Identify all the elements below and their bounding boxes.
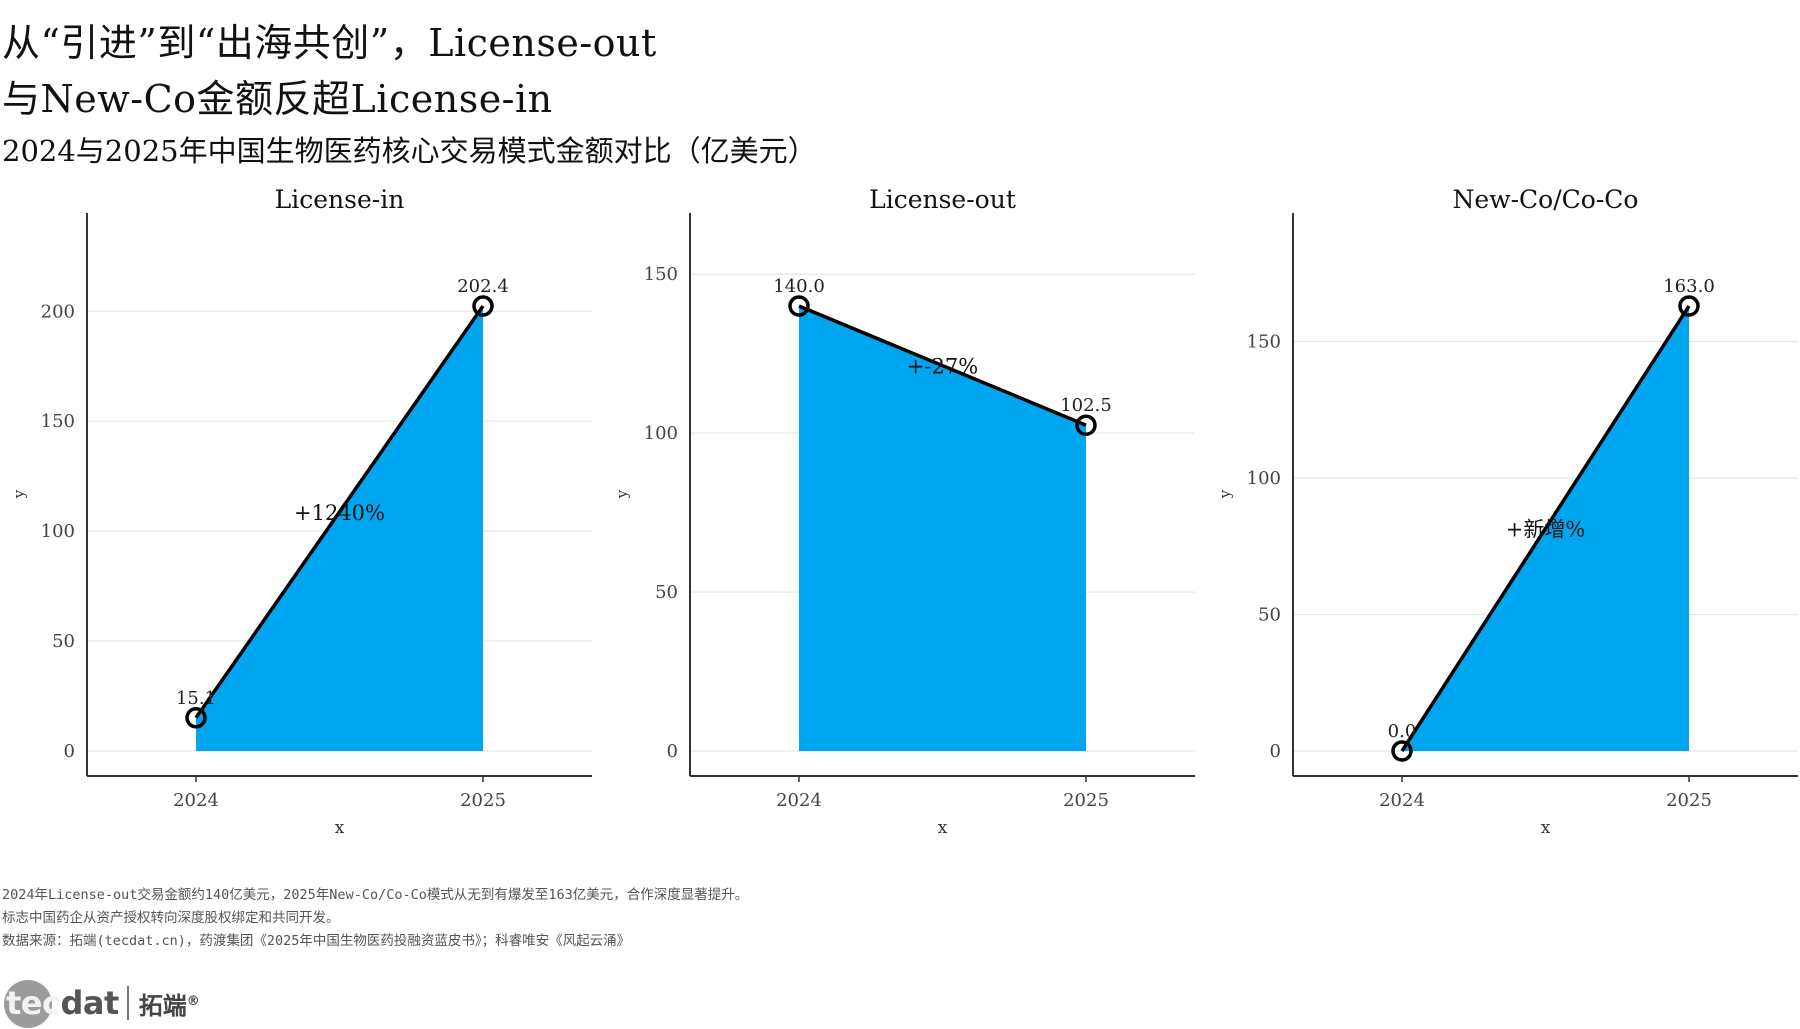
x-tick-label-2024: 2024	[1379, 790, 1425, 811]
logo-wordmark-dat: dat	[60, 984, 119, 1022]
data-point-2025	[1678, 295, 1700, 317]
x-axis-title-2: x	[938, 818, 948, 838]
y-tick-label-150: 150	[1247, 331, 1281, 352]
logo-chinese-text: 拓端	[138, 991, 187, 1020]
data-point-2024	[185, 707, 207, 729]
x-tick-label-2024: 2024	[776, 790, 822, 811]
footnote-summary: 2024年License-out交易金额约140亿美元，2025年New-Co/…	[2, 887, 749, 903]
data-label-2024: 140.0	[773, 276, 825, 297]
x-tick-label-2025: 2025	[460, 790, 506, 811]
y-axis-title-2: y	[613, 489, 631, 499]
area-fill-2	[799, 306, 1086, 751]
y-tick-label-150: 150	[41, 411, 75, 432]
x-tick-label-2025: 2025	[1063, 790, 1109, 811]
y-axis-title-3: y	[1216, 489, 1234, 499]
panel-title-3: New-Co/Co-Co	[1453, 185, 1639, 214]
logo-circle-icon	[4, 980, 52, 1028]
change-annotation-2: +-27%	[907, 355, 978, 379]
data-point-2024	[1391, 740, 1413, 762]
data-label-2025: 163.0	[1663, 276, 1715, 297]
charts-area: License-in 0 50 100 150 200 15.1 202.4 +1240% 202…	[10, 185, 1798, 838]
y-tick-label-100: 100	[41, 521, 75, 542]
x-axis-title-1: x	[335, 818, 345, 838]
data-point-2025	[1075, 414, 1097, 436]
y-tick-label-0: 0	[1270, 741, 1281, 762]
y-tick-label-200: 200	[41, 301, 75, 322]
page-title-line-2: 与New-Co金额反超License-in	[2, 77, 553, 121]
data-label-2024: 15.1	[176, 688, 216, 709]
y-tick-label-100: 100	[644, 423, 678, 444]
page-subtitle: 2024与2025年中国生物医药核心交易模式金额对比（亿美元）	[2, 134, 817, 168]
footnote-implication: 标志中国药企从资产授权转向深度股权绑定和共同开发。	[2, 910, 340, 926]
y-axis-title-1: y	[10, 489, 28, 499]
footnote-source: 数据来源：拓端(tecdat.cn)，药渡集团《2025年中国生物医药投融资蓝皮…	[2, 933, 631, 949]
data-label-2024: 0.0	[1388, 721, 1417, 742]
data-point-2025	[472, 295, 494, 317]
data-point-2024	[788, 295, 810, 317]
tecdat-logo: tecdat 拓端®	[4, 980, 200, 1028]
change-annotation-3: +新增%	[1506, 518, 1586, 542]
y-tick-label-100: 100	[1247, 468, 1281, 489]
x-axis-title-3: x	[1541, 818, 1551, 838]
y-tick-label-150: 150	[644, 264, 678, 285]
series-line-2	[798, 304, 1087, 427]
logo-wordmark-tec: tec	[6, 984, 61, 1022]
series-line-3	[1400, 305, 1691, 752]
x-tick-label-2024: 2024	[173, 790, 219, 811]
area-fill-1	[196, 306, 483, 751]
y-tick-label-50: 50	[52, 631, 75, 652]
panel-title-1: License-in	[275, 185, 405, 214]
change-annotation-1: +1240%	[294, 501, 385, 525]
logo-registered-mark: ®	[186, 993, 200, 1009]
page-title-line-1: 从“引进”到“出海共创”，License-out	[2, 21, 657, 65]
logo-chinese-name: 拓端®	[139, 986, 200, 1021]
logo-divider	[126, 986, 129, 1020]
y-tick-label-0: 0	[667, 741, 678, 762]
y-tick-label-50: 50	[655, 582, 678, 603]
data-label-2025: 102.5	[1060, 395, 1112, 416]
y-tick-label-0: 0	[64, 741, 75, 762]
y-tick-label-50: 50	[1258, 604, 1281, 625]
logo-wordmark: tecdat	[4, 984, 119, 1022]
data-label-2025: 202.4	[457, 276, 509, 297]
series-line-1	[194, 304, 485, 719]
x-tick-label-2025: 2025	[1666, 790, 1712, 811]
panel-title-2: License-out	[869, 185, 1016, 214]
